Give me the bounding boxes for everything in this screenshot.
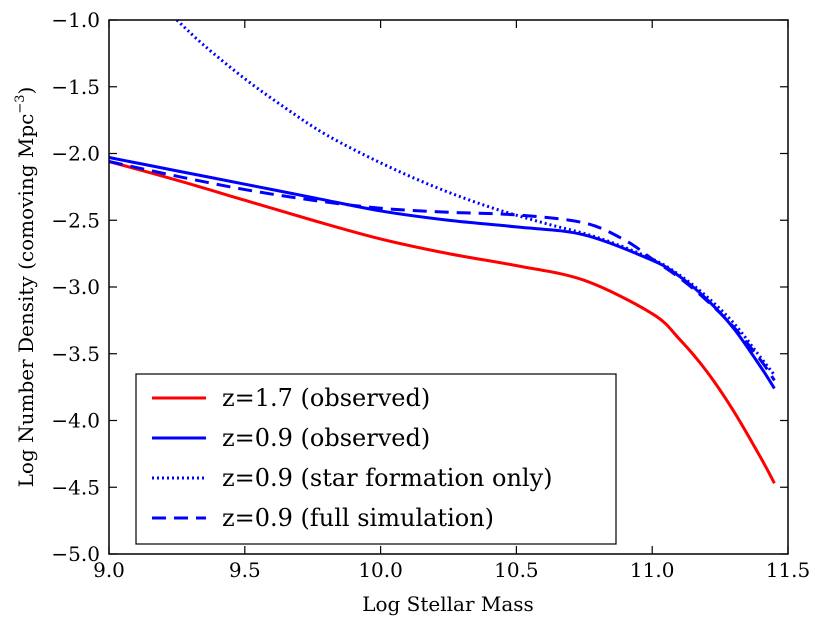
- legend-label-0: z=1.7 (observed): [222, 384, 430, 412]
- y-tick-label: −2.0: [51, 142, 100, 166]
- legend-label-3: z=0.9 (full simulation): [222, 504, 494, 532]
- y-tick-label: −2.5: [51, 208, 100, 232]
- legend-box: [135, 373, 617, 545]
- x-axis-label: Log Stellar Mass: [362, 592, 534, 616]
- y-tick-label: −3.0: [51, 275, 100, 299]
- x-tick-label: 11.0: [630, 558, 675, 582]
- y-tick-label: −1.0: [51, 8, 100, 32]
- legend-label-1: z=0.9 (observed): [222, 424, 430, 452]
- y-axis-label: Log Number Density (comoving Mpc−3): [13, 87, 38, 488]
- series-line-3: [109, 160, 776, 382]
- legend-label-2: z=0.9 (star formation only): [222, 464, 553, 492]
- y-axis-label-sup: −3: [13, 94, 28, 113]
- legend: z=1.7 (observed) z=0.9 (observed) z=0.9 (s…: [135, 373, 617, 545]
- series-line-0: [109, 160, 776, 484]
- x-tick-label: 10.5: [494, 558, 539, 582]
- series-line-2: [175, 20, 776, 377]
- x-tick-label: 10.0: [358, 558, 403, 582]
- y-tick-label: −3.5: [51, 342, 100, 366]
- x-tick-label: 11.5: [766, 558, 811, 582]
- y-axis-label-main: Log Number Density (comoving Mpc: [14, 114, 38, 488]
- y-tick-label: −4.0: [51, 409, 100, 433]
- y-tick-label: −4.5: [51, 475, 100, 499]
- series-layer: [109, 20, 776, 484]
- series-line-1: [109, 156, 776, 390]
- x-tick-label: 9.0: [93, 558, 125, 582]
- y-axis-label-close: ): [14, 87, 38, 95]
- x-tick-label: 9.5: [229, 558, 261, 582]
- y-tick-label: −5.0: [51, 542, 100, 566]
- ticks-layer: 9.0 9.5 10.0 10.5 11.0 11.5 −1.0 −1.5 −2.0 −2.5 −3…: [51, 8, 810, 582]
- y-tick-label: −1.5: [51, 75, 100, 99]
